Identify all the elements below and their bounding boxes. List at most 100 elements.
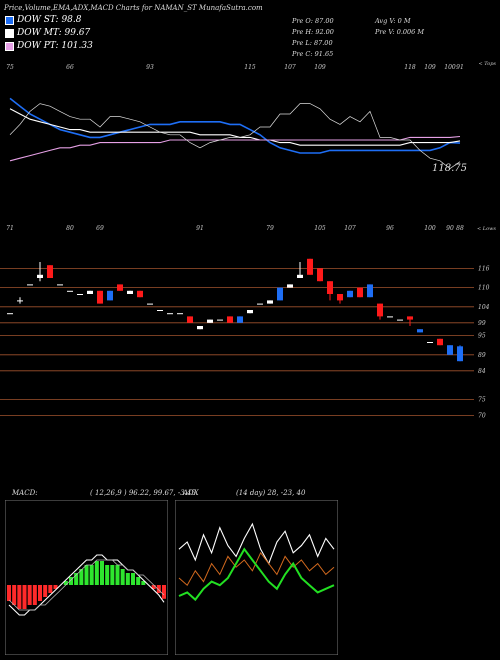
candle-body <box>177 313 183 315</box>
ohlc-high: Pre H: 92.00 <box>292 28 334 36</box>
legend-item-dow-mt: DOW MT: 99.67 <box>5 28 90 38</box>
ohlc-pre-volume: Pre V: 0.006 M <box>375 28 425 36</box>
candle-body <box>447 345 453 355</box>
macd-bar <box>22 585 27 609</box>
ema-top-label: 75 <box>6 64 14 71</box>
ema-line-1 <box>9 108 461 146</box>
price-panel: 71 80 69 91 79 105 107 96 100 90 88 < Lows 1161101… <box>0 225 496 420</box>
adx-minus-di-line <box>178 551 335 586</box>
macd-bar <box>12 585 17 605</box>
price-low-label: 69 <box>96 225 104 232</box>
candle-body <box>87 290 93 294</box>
price-tick-label: 110 <box>478 285 490 292</box>
macd-bar <box>131 573 135 585</box>
price-tick-label: 104 <box>478 304 490 311</box>
macd-bar <box>141 581 146 585</box>
macd-bar <box>48 585 53 593</box>
candle-body <box>157 310 163 311</box>
macd-bar <box>162 585 166 599</box>
candle-body <box>57 284 63 286</box>
macd-bar <box>32 585 37 605</box>
adx-params: (14 day) 28, -23, 40 <box>236 489 306 497</box>
candle-body <box>207 319 213 323</box>
legend-swatch-st <box>5 15 14 25</box>
macd-bar <box>84 565 89 585</box>
ohlc-low: Pre L: 87.00 <box>292 39 333 47</box>
macd-bar <box>100 561 104 585</box>
ema-panel: 75 66 93 115 107 109 118 109 100 91 < Tops 118.75 <box>6 61 496 174</box>
price-tick-label: 70 <box>478 413 486 420</box>
candle-body <box>237 316 243 323</box>
price-low-label: 105 <box>314 225 326 232</box>
adx-label: ADX <box>183 489 199 497</box>
legend-label-dow-pt: DOW PT: 101.33 <box>17 41 93 51</box>
legend-item-dow-st: DOW ST: 98.8 <box>5 15 82 25</box>
macd-bar <box>69 577 73 585</box>
macd-bar <box>7 585 11 601</box>
price-tick-label: 89 <box>478 352 486 359</box>
candle-body <box>337 294 343 301</box>
candle-body <box>257 303 263 305</box>
macd-panel <box>5 500 168 655</box>
candle-body <box>347 290 353 298</box>
ema-top-label: 118 <box>404 64 416 71</box>
price-low-label: 96 <box>386 225 394 232</box>
candle-body <box>97 290 103 304</box>
macd-bar <box>17 585 22 609</box>
macd-params: ( 12,26,9 ) 96.22, 99.67, -3.45 <box>90 489 196 497</box>
ema-top-label: 100 <box>444 64 456 71</box>
candle-body <box>227 316 233 323</box>
candle-body <box>437 338 443 346</box>
macd-histogram <box>7 561 166 609</box>
candle-body <box>187 316 193 323</box>
price-tick-label: 75 <box>478 397 486 404</box>
candle-body <box>217 319 223 321</box>
legend-swatch-pt <box>5 41 14 51</box>
ema-line-0 <box>9 97 461 154</box>
price-low-label: 107 <box>344 225 356 232</box>
price-candles <box>7 258 463 362</box>
price-low-label: 79 <box>266 225 274 232</box>
ema-corner-label: < Tops <box>478 61 496 67</box>
candle-body <box>307 258 313 275</box>
price-low-label: 88 <box>456 225 464 232</box>
price-low-label: 100 <box>424 225 436 232</box>
macd-bar <box>74 573 79 585</box>
macd-bar <box>136 577 141 585</box>
candle-body <box>327 281 333 294</box>
price-low-label: 91 <box>196 225 204 232</box>
macd-bar <box>110 565 115 585</box>
candle-body <box>387 316 393 318</box>
candle-body <box>397 319 403 321</box>
macd-bar <box>120 569 125 585</box>
candle-body <box>147 303 153 305</box>
macd-bar <box>115 565 120 585</box>
macd-bar <box>94 561 99 585</box>
ema-top-labels: 75 66 93 115 107 109 118 109 100 91 <box>6 64 464 71</box>
candle-body <box>107 290 113 301</box>
macd-lines <box>8 554 165 616</box>
candle-body <box>457 346 463 362</box>
candle-body <box>197 326 203 330</box>
price-low-label: 71 <box>6 225 14 232</box>
candle-body <box>357 287 363 298</box>
candle-body <box>27 284 33 286</box>
price-grid: 116 110 104 99 95 89 84 75 70 <box>0 265 490 420</box>
candle-body <box>167 313 173 315</box>
candle-body <box>37 274 43 278</box>
legend-label-dow-mt: DOW MT: 99.67 <box>17 28 91 38</box>
macd-bar <box>43 585 48 597</box>
adx-panel <box>175 500 338 655</box>
candle-body <box>17 300 23 302</box>
ema-top-label: 91 <box>456 64 464 71</box>
candle-body <box>247 310 253 314</box>
price-tick-label: 116 <box>478 265 490 272</box>
macd-bar <box>53 585 58 589</box>
macd-bar <box>105 565 110 585</box>
candle-body <box>427 342 433 343</box>
legend-swatch-mt <box>5 28 14 38</box>
macd-bar <box>38 585 42 601</box>
macd-bar <box>156 585 161 593</box>
adx-plus-di-line <box>178 522 335 565</box>
price-low-label: 90 <box>446 225 454 232</box>
